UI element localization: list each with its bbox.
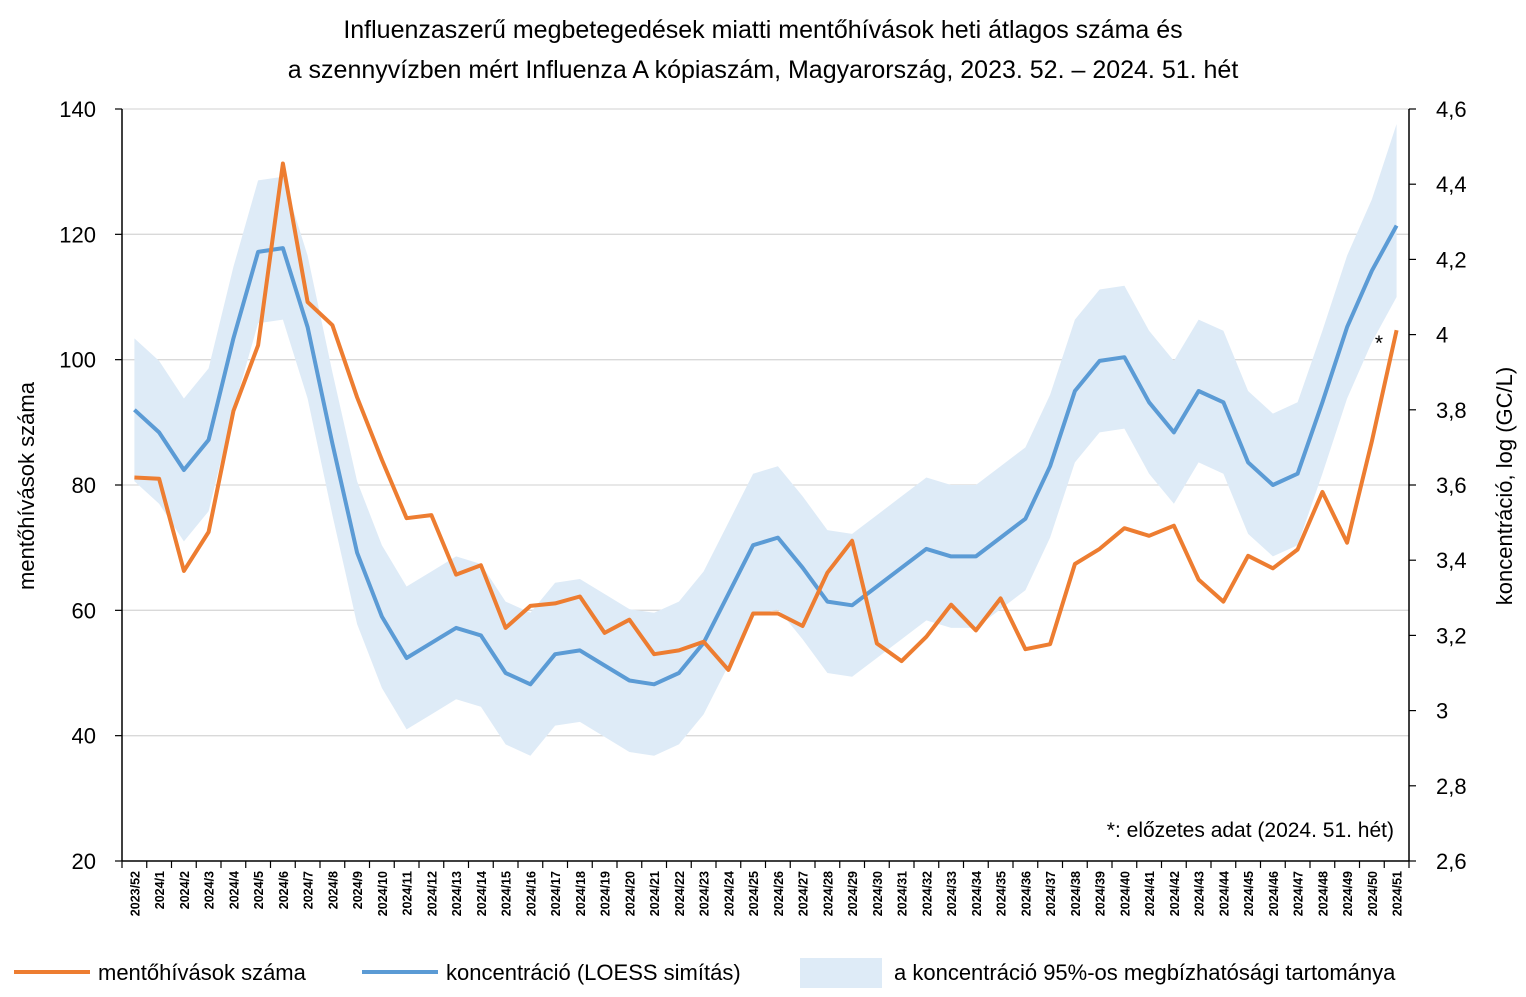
y-tick-label-right: 3,6	[1436, 473, 1467, 498]
x-tick-label: 2024/2	[178, 871, 192, 909]
y-tick-label-right: 3	[1436, 699, 1448, 724]
y-ticks-right: 2,6 2,8 3 3,2 3,4 3,6 3,8 4 4,2 4,4 4,6	[1409, 97, 1467, 874]
y-tick-label-right: 4	[1436, 323, 1448, 348]
x-tick-label: 2024/50	[1366, 871, 1380, 916]
x-tick-label: 2024/48	[1316, 871, 1330, 916]
y-tick-label-left: 120	[59, 222, 96, 247]
x-tick-label: 2024/27	[797, 871, 811, 916]
y-tick-label-right: 2,8	[1436, 774, 1467, 799]
x-tick-label: 2024/25	[747, 871, 761, 916]
x-tick-label: 2024/14	[475, 871, 489, 916]
x-tick-label: 2024/29	[846, 871, 860, 916]
x-tick-label: 2024/13	[450, 871, 464, 916]
x-tick-label: 2024/18	[574, 871, 588, 916]
x-tick-label: 2024/20	[623, 871, 637, 916]
series-line-calls	[134, 161, 1399, 672]
x-tick-label: 2024/1	[153, 871, 167, 909]
x-tick-label: 2024/21	[648, 871, 662, 916]
x-tick-label: 2024/43	[1193, 871, 1207, 916]
preliminary-data-note: *: előzetes adat (2024. 51. hét)	[1107, 819, 1394, 842]
y-tick-label-right: 2,6	[1436, 849, 1467, 874]
x-tick-label: 2024/9	[351, 871, 365, 909]
legend-label-concentration: koncentráció (LOESS simítás)	[446, 960, 741, 985]
asterisk-annotation: *	[1375, 332, 1383, 355]
x-tick-label: 2024/36	[1019, 871, 1033, 916]
x-tick-label: 2024/41	[1143, 871, 1157, 916]
series-lines	[133, 161, 1399, 687]
x-tick-label: 2024/3	[203, 871, 217, 909]
x-tick-label: 2024/39	[1094, 871, 1108, 916]
x-tick-label: 2024/16	[524, 871, 538, 916]
x-tick-label: 2024/10	[376, 871, 390, 916]
x-tick-label: 2023/52	[128, 871, 142, 916]
y-tick-label-right: 3,2	[1436, 623, 1467, 648]
y-tick-label-left: 80	[72, 473, 96, 498]
x-tick-label: 2024/44	[1217, 871, 1231, 916]
x-tick-label: 2024/22	[673, 871, 687, 916]
legend: mentőhívások száma koncentráció (LOESS s…	[14, 958, 1396, 988]
x-tick-label: 2024/23	[698, 871, 712, 916]
y-tick-label-right: 4,4	[1436, 172, 1467, 197]
series-line-concentration	[133, 224, 1399, 687]
legend-label-band: a koncentráció 95%-os megbízhatósági tar…	[894, 960, 1396, 985]
confidence-band-group	[134, 124, 1397, 756]
x-tick-label: 2024/12	[425, 871, 439, 916]
x-tick-label: 2024/30	[871, 871, 885, 916]
y-tick-label-right: 3,8	[1436, 398, 1467, 423]
x-tick-label: 2024/17	[549, 871, 563, 916]
y-tick-label-left: 40	[72, 724, 96, 749]
x-tick-label: 2024/19	[599, 871, 613, 916]
x-tick-label: 2024/5	[252, 871, 266, 909]
x-tick-label: 2024/6	[277, 871, 291, 909]
x-tick-label: 2024/24	[722, 871, 736, 916]
y-tick-label-left: 20	[72, 849, 96, 874]
x-tick-label: 2024/4	[227, 871, 241, 909]
x-tick-label: 2024/33	[945, 871, 959, 916]
y-tick-label-left: 60	[72, 598, 96, 623]
x-tick-label: 2024/35	[995, 871, 1009, 916]
x-tick-label: 2024/42	[1168, 871, 1182, 916]
x-tick-label: 2024/38	[1069, 871, 1083, 916]
x-tick-label: 2024/40	[1118, 871, 1132, 916]
legend-swatch-band	[800, 958, 882, 988]
x-tick-label: 2024/34	[970, 871, 984, 916]
x-tick-label: 2024/31	[896, 871, 910, 916]
x-tick-label: 2024/11	[401, 871, 415, 916]
y-tick-label-right: 4,2	[1436, 247, 1467, 272]
confidence-band	[134, 124, 1397, 756]
chart-title-line2: a szennyvízben mért Influenza A kópiaszá…	[288, 56, 1239, 84]
y-axis-title-left: mentőhívások száma	[14, 381, 39, 590]
chart-title-line1: Influenzaszerű megbetegedések miatti men…	[343, 16, 1182, 44]
x-ticks: 2023/52 2024/1 2024/2 2024/3 2024/4 2024/5 202…	[128, 871, 1404, 916]
x-tick-label: 2024/32	[920, 871, 934, 916]
x-tick-label: 2024/47	[1292, 871, 1306, 916]
x-tick-label: 2024/15	[500, 871, 514, 916]
x-tick-label: 2024/28	[821, 871, 835, 916]
x-tick-label: 2024/46	[1267, 871, 1281, 916]
y-tick-label-right: 4,6	[1436, 97, 1467, 122]
x-tick-label: 2024/45	[1242, 871, 1256, 916]
x-tick-label: 2024/26	[772, 871, 786, 916]
x-tick-label: 2024/7	[302, 871, 316, 909]
y-axis-title-right: koncentráció, log (GC/L)	[1492, 367, 1517, 605]
y-tick-label-left: 140	[59, 97, 96, 122]
y-ticks-left: 20 40 60 80 100 120 140	[59, 97, 122, 874]
x-tick-label: 2024/8	[326, 871, 340, 909]
x-tick-label: 2024/37	[1044, 871, 1058, 916]
legend-label-calls: mentőhívások száma	[98, 960, 307, 985]
x-tick-label: 2024/49	[1341, 871, 1355, 916]
x-tick-label: 2024/51	[1391, 871, 1405, 916]
y-tick-label-right: 3,4	[1436, 548, 1467, 573]
y-tick-label-left: 100	[59, 348, 96, 373]
